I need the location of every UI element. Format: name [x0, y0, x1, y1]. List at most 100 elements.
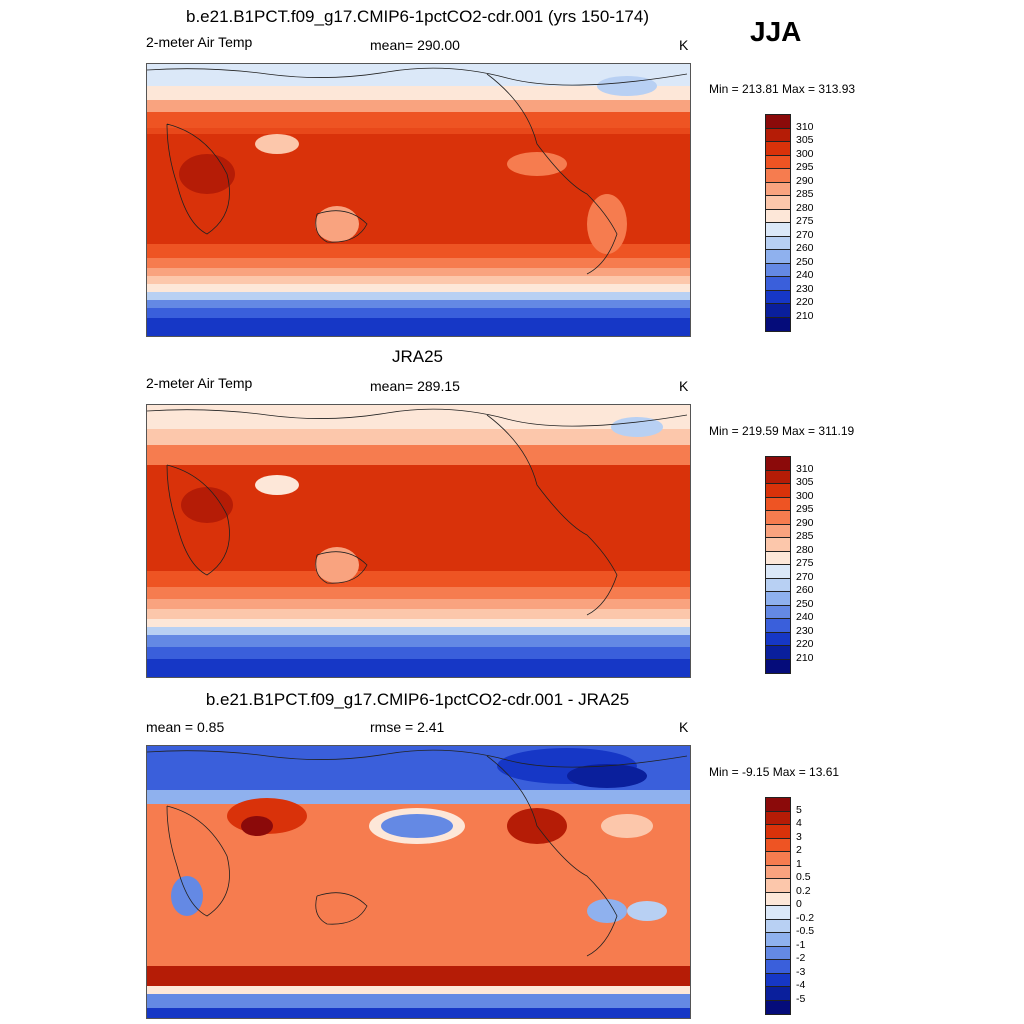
panel-2-title: JRA25 [391, 347, 444, 366]
colorbar-tick-label: 240 [796, 269, 814, 281]
colorbar-tick-label: -0.5 [796, 925, 815, 937]
colorbar-swatch [766, 524, 790, 538]
panel-3-rmse: rmse = 2.41 [370, 719, 445, 735]
panel-2-map [146, 404, 691, 678]
panel-1-left-label: 2-meter Air Temp [146, 34, 253, 50]
colorbar-swatch [766, 646, 790, 660]
colorbar-tick-label: 250 [796, 597, 814, 610]
colorbar-tick-label: 210 [796, 309, 814, 322]
colorbar-swatch [766, 892, 790, 906]
colorbar-swatch [766, 852, 790, 866]
colorbar-tick-label: 305 [796, 476, 814, 488]
colorbar-swatch [766, 209, 790, 223]
colorbar-swatch [766, 632, 790, 646]
colorbar-tick-label: 310 [796, 462, 814, 475]
colorbar-swatch [766, 128, 790, 142]
colorbar-tick-label: 4 [796, 817, 802, 829]
colorbar-swatch [766, 182, 790, 196]
panel-1-title: b.e21.B1PCT.f09_g17.CMIP6-1pctCO2-cdr.00… [185, 7, 650, 26]
colorbar-swatch [766, 142, 790, 156]
colorbar-tick-label: 275 [796, 557, 814, 569]
colorbar-swatch [766, 605, 790, 619]
colorbar-tick-label: 305 [796, 134, 814, 146]
colorbar-tick-label: 260 [796, 584, 814, 596]
colorbar-swatch [766, 538, 790, 552]
colorbar-swatch [766, 290, 790, 304]
colorbar-tick-label: 250 [796, 255, 814, 268]
colorbar-tick-label: 275 [796, 215, 814, 227]
panel-2-mean: mean= 289.15 [370, 378, 460, 394]
panel-1-map [146, 63, 691, 337]
colorbar-tick-label: 290 [796, 516, 814, 529]
colorbar-swatch [766, 946, 790, 960]
colorbar-swatch [766, 865, 790, 879]
colorbar-tick-label: 280 [796, 543, 814, 556]
colorbar-swatch [766, 798, 790, 812]
colorbar-swatch [766, 906, 790, 920]
colorbar-tick-label: -4 [796, 979, 806, 991]
panel-1-units: K [679, 37, 689, 53]
colorbar-swatch [766, 223, 790, 237]
colorbar-swatch [766, 825, 790, 839]
panel-3-map [146, 745, 691, 1019]
colorbar-tick-label: -1 [796, 938, 806, 951]
colorbar-swatch [766, 470, 790, 484]
panel-3-title: b.e21.B1PCT.f09_g17.CMIP6-1pctCO2-cdr.00… [205, 690, 630, 709]
colorbar-swatch [766, 457, 790, 471]
panel-1-colorbar [765, 114, 791, 332]
panel-2-minmax: Min = 219.59 Max = 311.19 [709, 424, 855, 438]
colorbar-swatch [766, 551, 790, 565]
colorbar-tick-label: 300 [796, 147, 814, 160]
panel-2-colorbar [765, 456, 791, 674]
colorbar-tick-label: -3 [796, 965, 806, 978]
colorbar-tick-label: 220 [796, 296, 814, 308]
colorbar-tick-label: -5 [796, 992, 806, 1005]
colorbar-swatch [766, 263, 790, 277]
colorbar-tick-label: 295 [796, 161, 814, 173]
colorbar-tick-label: 220 [796, 638, 814, 650]
colorbar-swatch [766, 973, 790, 987]
panel-2-units: K [679, 378, 689, 394]
colorbar-swatch [766, 592, 790, 606]
panel-1-minmax: Min = 213.81 Max = 313.93 [709, 82, 856, 96]
colorbar-tick-label: 290 [796, 174, 814, 187]
colorbar-tick-label: -2 [796, 952, 806, 964]
colorbar-tick-label: 210 [796, 651, 814, 664]
colorbar-tick-label: 285 [796, 530, 814, 542]
colorbar-tick-label: 260 [796, 242, 814, 254]
colorbar-swatch [766, 236, 790, 250]
colorbar-swatch [766, 811, 790, 825]
colorbar-swatch [766, 578, 790, 592]
colorbar-tick-label: 230 [796, 624, 814, 637]
colorbar-swatch [766, 304, 790, 318]
colorbar-swatch [766, 838, 790, 852]
colorbar-swatch [766, 196, 790, 210]
colorbar-tick-label: 1 [796, 857, 802, 870]
colorbar-tick-label: 3 [796, 830, 802, 843]
colorbar-swatch [766, 659, 790, 673]
panel-3-minmax: Min = -9.15 Max = 13.61 [709, 765, 840, 779]
colorbar-swatch [766, 277, 790, 291]
colorbar-tick-label: 285 [796, 188, 814, 200]
colorbar-tick-label: 2 [796, 844, 802, 856]
colorbar-tick-label: 5 [796, 803, 802, 816]
colorbar-tick-label: -0.2 [796, 911, 815, 924]
colorbar-swatch [766, 317, 790, 331]
colorbar-tick-label: 0 [796, 898, 802, 910]
panel-1-mean: mean= 290.00 [370, 37, 460, 53]
colorbar-swatch [766, 1000, 790, 1014]
colorbar-tick-label: 280 [796, 201, 814, 214]
colorbar-swatch [766, 250, 790, 264]
panel-3-units: K [679, 719, 689, 735]
colorbar-swatch [766, 879, 790, 893]
colorbar-tick-label: 230 [796, 282, 814, 295]
colorbar-tick-label: 310 [796, 120, 814, 133]
colorbar-swatch [766, 155, 790, 169]
colorbar-swatch [766, 115, 790, 129]
colorbar-tick-label: 270 [796, 570, 814, 583]
colorbar-swatch [766, 565, 790, 579]
colorbar-swatch [766, 497, 790, 511]
panel-3-colorbar [765, 797, 791, 1015]
colorbar-swatch [766, 484, 790, 498]
colorbar-tick-label: 270 [796, 228, 814, 241]
